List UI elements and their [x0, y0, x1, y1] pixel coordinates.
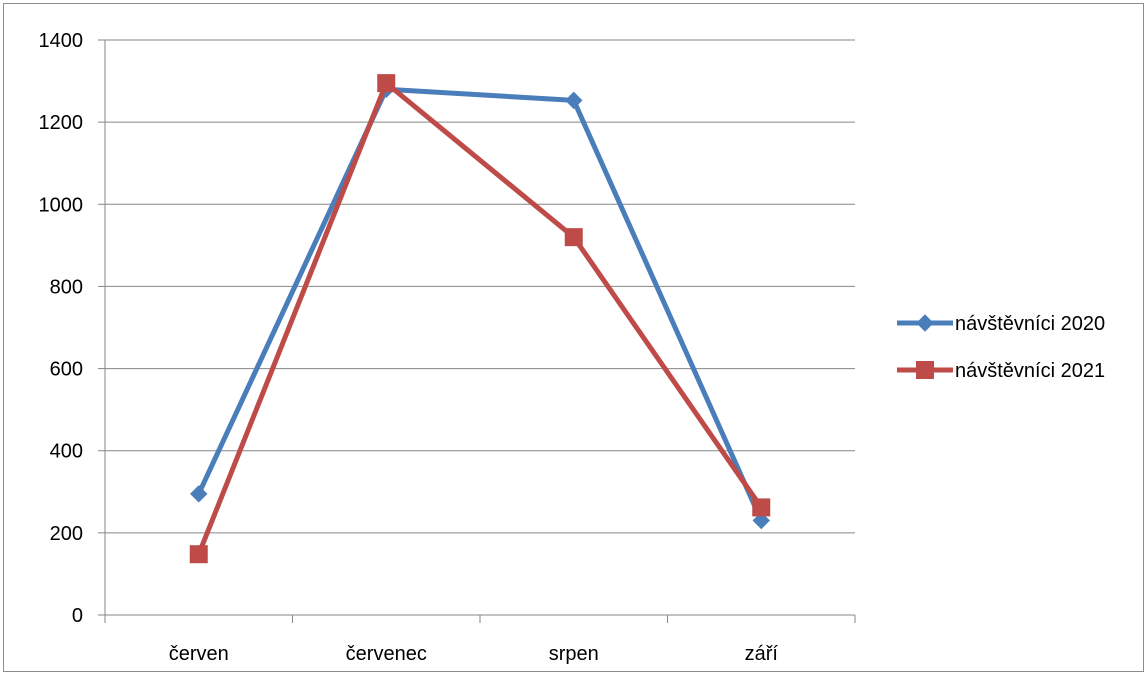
legend-marker: [916, 314, 934, 332]
y-tick-label: 400: [50, 441, 83, 463]
y-tick-label: 1400: [39, 30, 84, 52]
y-tick-label: 200: [50, 523, 83, 545]
y-tick-label: 1000: [39, 194, 84, 216]
data-point: [377, 74, 396, 93]
data-point: [752, 511, 770, 530]
data-point: [752, 498, 771, 517]
x-tick-label: červen: [169, 643, 229, 665]
series-line: [196, 80, 764, 557]
legend: návštěvníci 2020 návštěvníci 2021: [897, 313, 1105, 382]
y-tick-label: 0: [72, 605, 83, 627]
series-2: [189, 74, 771, 564]
legend-entry: návštěvníci 2021: [897, 360, 1105, 382]
legend-label: návštěvníci 2020: [955, 313, 1105, 335]
data-point: [565, 91, 583, 110]
x-axis-tick-labels: červen červenec srpen září: [169, 643, 779, 665]
axes: [98, 39, 856, 623]
legend-label: návštěvníci 2021: [955, 360, 1105, 382]
x-tick-label: srpen: [549, 643, 599, 665]
y-axis-tick-labels: 0 200 400 600 800 1000 1200 1400: [39, 30, 84, 627]
data-point: [189, 545, 208, 564]
x-tick-label: červenec: [346, 643, 427, 665]
legend-entry: návštěvníci 2020: [897, 313, 1105, 335]
y-tick-label: 1200: [39, 112, 84, 134]
x-tick-label: září: [745, 643, 779, 665]
series-lines: [189, 74, 771, 564]
y-tick-label: 600: [50, 359, 83, 381]
data-point: [190, 485, 208, 503]
legend-marker: [916, 361, 934, 379]
series-line: [196, 86, 764, 524]
y-tick-label: 800: [50, 276, 83, 298]
data-point: [564, 228, 583, 247]
